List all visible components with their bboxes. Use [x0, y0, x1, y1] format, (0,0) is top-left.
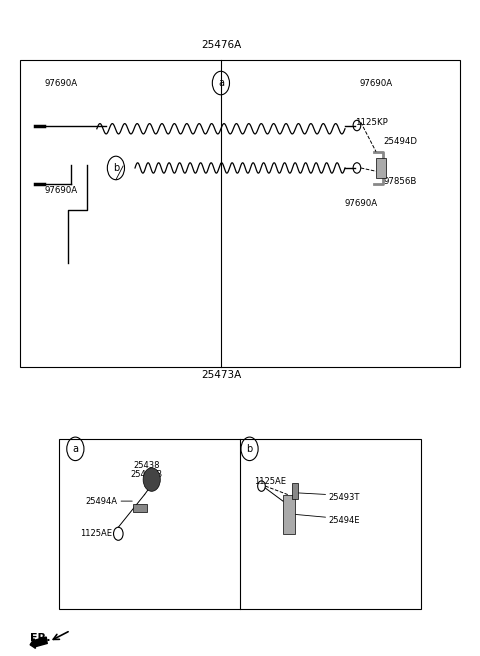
Text: 25494E: 25494E	[328, 516, 360, 525]
Text: 25494B: 25494B	[131, 470, 163, 480]
Text: 97690A: 97690A	[345, 199, 378, 209]
Bar	[292, 483, 298, 499]
Text: a: a	[218, 78, 224, 88]
Text: a: a	[72, 444, 78, 454]
Circle shape	[143, 468, 160, 491]
Text: 1125AE: 1125AE	[80, 529, 112, 539]
Bar	[59, 439, 421, 609]
Text: 25476A: 25476A	[201, 41, 241, 51]
Bar	[376, 158, 385, 178]
Text: 25438: 25438	[134, 461, 160, 470]
Text: 25494D: 25494D	[383, 137, 417, 146]
Text: 97690A: 97690A	[44, 79, 77, 87]
Text: 25473A: 25473A	[201, 371, 241, 380]
Text: b: b	[113, 163, 119, 173]
Bar	[283, 495, 295, 534]
Text: 1125KP: 1125KP	[355, 117, 387, 127]
Text: 97690A: 97690A	[44, 186, 77, 195]
Text: b: b	[246, 444, 252, 454]
Text: 25493T: 25493T	[328, 493, 360, 502]
Text: 97690A: 97690A	[360, 79, 393, 87]
Text: FR.: FR.	[30, 633, 50, 644]
Text: 1125AE: 1125AE	[254, 477, 286, 486]
FancyArrow shape	[30, 637, 47, 648]
Bar	[132, 504, 147, 512]
Bar	[21, 60, 459, 367]
Text: 25494A: 25494A	[85, 497, 117, 506]
Text: 97856B: 97856B	[383, 176, 417, 186]
